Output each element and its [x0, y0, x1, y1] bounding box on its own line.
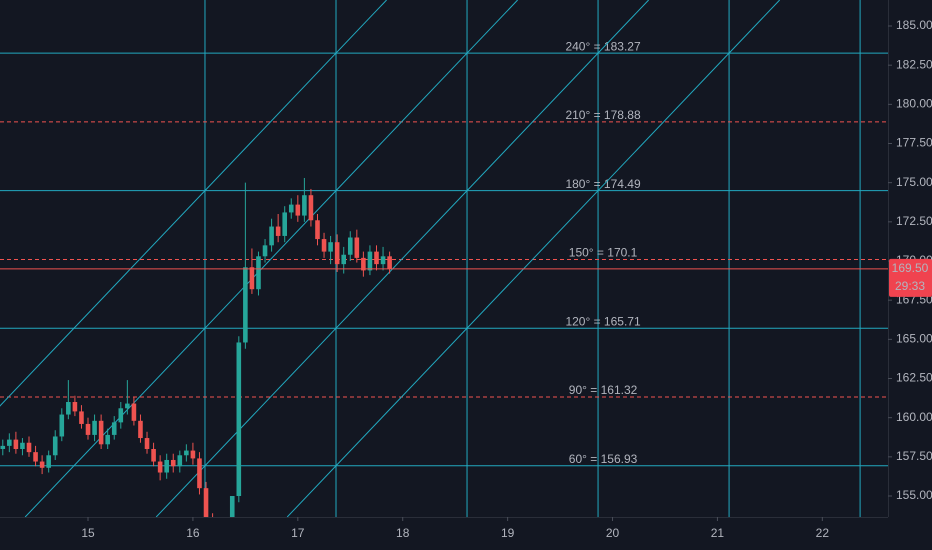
- y-tick-label: 182.50: [896, 57, 932, 71]
- candle-body: [33, 452, 38, 462]
- countdown-label: 29:33: [895, 279, 925, 293]
- y-tick-label: 162.50: [896, 371, 932, 385]
- candle-body: [334, 242, 340, 265]
- candle-body: [131, 403, 137, 421]
- candle-body: [111, 422, 117, 435]
- candle-body: [249, 267, 255, 290]
- candle-body: [13, 439, 19, 450]
- x-tick-label: 15: [81, 526, 95, 540]
- y-tick-label: 155.00: [896, 488, 932, 502]
- gann-diagonal: [286, 0, 781, 517]
- candle-body: [118, 408, 124, 423]
- candle-body: [229, 496, 235, 517]
- candle-body: [170, 459, 176, 467]
- candle-body: [374, 251, 379, 265]
- candle-body: [380, 256, 386, 265]
- y-tick-label: 160.00: [896, 410, 932, 424]
- x-tick-label: 17: [291, 526, 305, 540]
- gann-level-label: 90° = 161.32: [569, 383, 638, 397]
- candle-body: [177, 455, 183, 467]
- candle-body: [105, 434, 110, 445]
- candle-body: [0, 445, 6, 450]
- x-tick-label: 22: [816, 526, 830, 540]
- y-tick-label: 175.00: [896, 175, 932, 189]
- candle-body: [275, 226, 281, 236]
- candle-body: [46, 455, 51, 468]
- gann-level-label: 180° = 174.49: [565, 177, 641, 191]
- x-tick-label: 21: [711, 526, 725, 540]
- gann-level-label: 210° = 178.88: [565, 108, 641, 122]
- candle-body: [302, 195, 307, 216]
- candle-body: [387, 256, 392, 269]
- candle-body: [262, 245, 268, 257]
- x-tick-label: 19: [501, 526, 515, 540]
- candle-body: [144, 438, 150, 450]
- candle-body: [72, 402, 78, 412]
- candle-body: [269, 226, 274, 246]
- candle-body: [354, 237, 360, 258]
- x-tick-label: 20: [606, 526, 620, 540]
- candle-body: [52, 436, 58, 456]
- candle-body: [256, 256, 261, 290]
- y-tick-label: 180.00: [896, 97, 932, 111]
- candle-body: [79, 411, 84, 424]
- gann-level-label: 150° = 170.1: [569, 246, 638, 260]
- candle-body: [197, 458, 202, 489]
- candle-body: [295, 204, 301, 216]
- candle-body: [184, 450, 189, 456]
- candle-body: [39, 461, 45, 468]
- y-tick-label: 157.50: [896, 449, 932, 463]
- candle-body: [328, 242, 333, 252]
- y-tick-label: 172.50: [896, 214, 932, 228]
- candle-body: [26, 442, 32, 453]
- candle-body: [361, 257, 366, 271]
- candle-body: [66, 402, 71, 415]
- candle-body: [236, 342, 242, 497]
- candle-body: [138, 420, 143, 439]
- candle-body: [7, 439, 12, 446]
- plot-area: 60° = 156.93 90° = 161.32 120° = 165.71 150…: [0, 0, 888, 517]
- candle-body: [321, 239, 327, 252]
- candle-body: [367, 251, 373, 271]
- candle-body: [164, 459, 169, 473]
- y-tick-label: 165.00: [896, 332, 932, 346]
- candle-body: [341, 254, 347, 265]
- candle-body: [157, 461, 163, 473]
- last-price-label: 169.50: [892, 261, 929, 275]
- candle-body: [151, 449, 156, 462]
- y-tick-label: 177.50: [896, 136, 932, 150]
- candle-body: [288, 204, 294, 213]
- candle-body: [190, 450, 196, 459]
- y-tick-label: 185.00: [896, 18, 932, 32]
- gann-level-label: 240° = 183.27: [565, 39, 641, 53]
- candle-body: [85, 423, 91, 435]
- gann-level-label: 60° = 156.93: [569, 452, 638, 466]
- candle-body: [98, 420, 104, 445]
- gann-diagonal: [0, 0, 387, 407]
- x-tick-label: 16: [186, 526, 200, 540]
- last-price-box: [889, 258, 932, 297]
- candle-body: [20, 442, 25, 450]
- candle-body: [282, 212, 288, 236]
- candle-body: [59, 414, 65, 437]
- candle-body: [243, 267, 248, 343]
- candle-body: [315, 220, 320, 240]
- x-tick-label: 18: [396, 526, 410, 540]
- candle-body: [203, 488, 209, 517]
- candle-body: [125, 403, 130, 409]
- gann-level-label: 120° = 165.71: [565, 314, 641, 328]
- candle-body: [92, 420, 97, 435]
- candle-body: [308, 195, 314, 221]
- candle-body: [347, 237, 353, 255]
